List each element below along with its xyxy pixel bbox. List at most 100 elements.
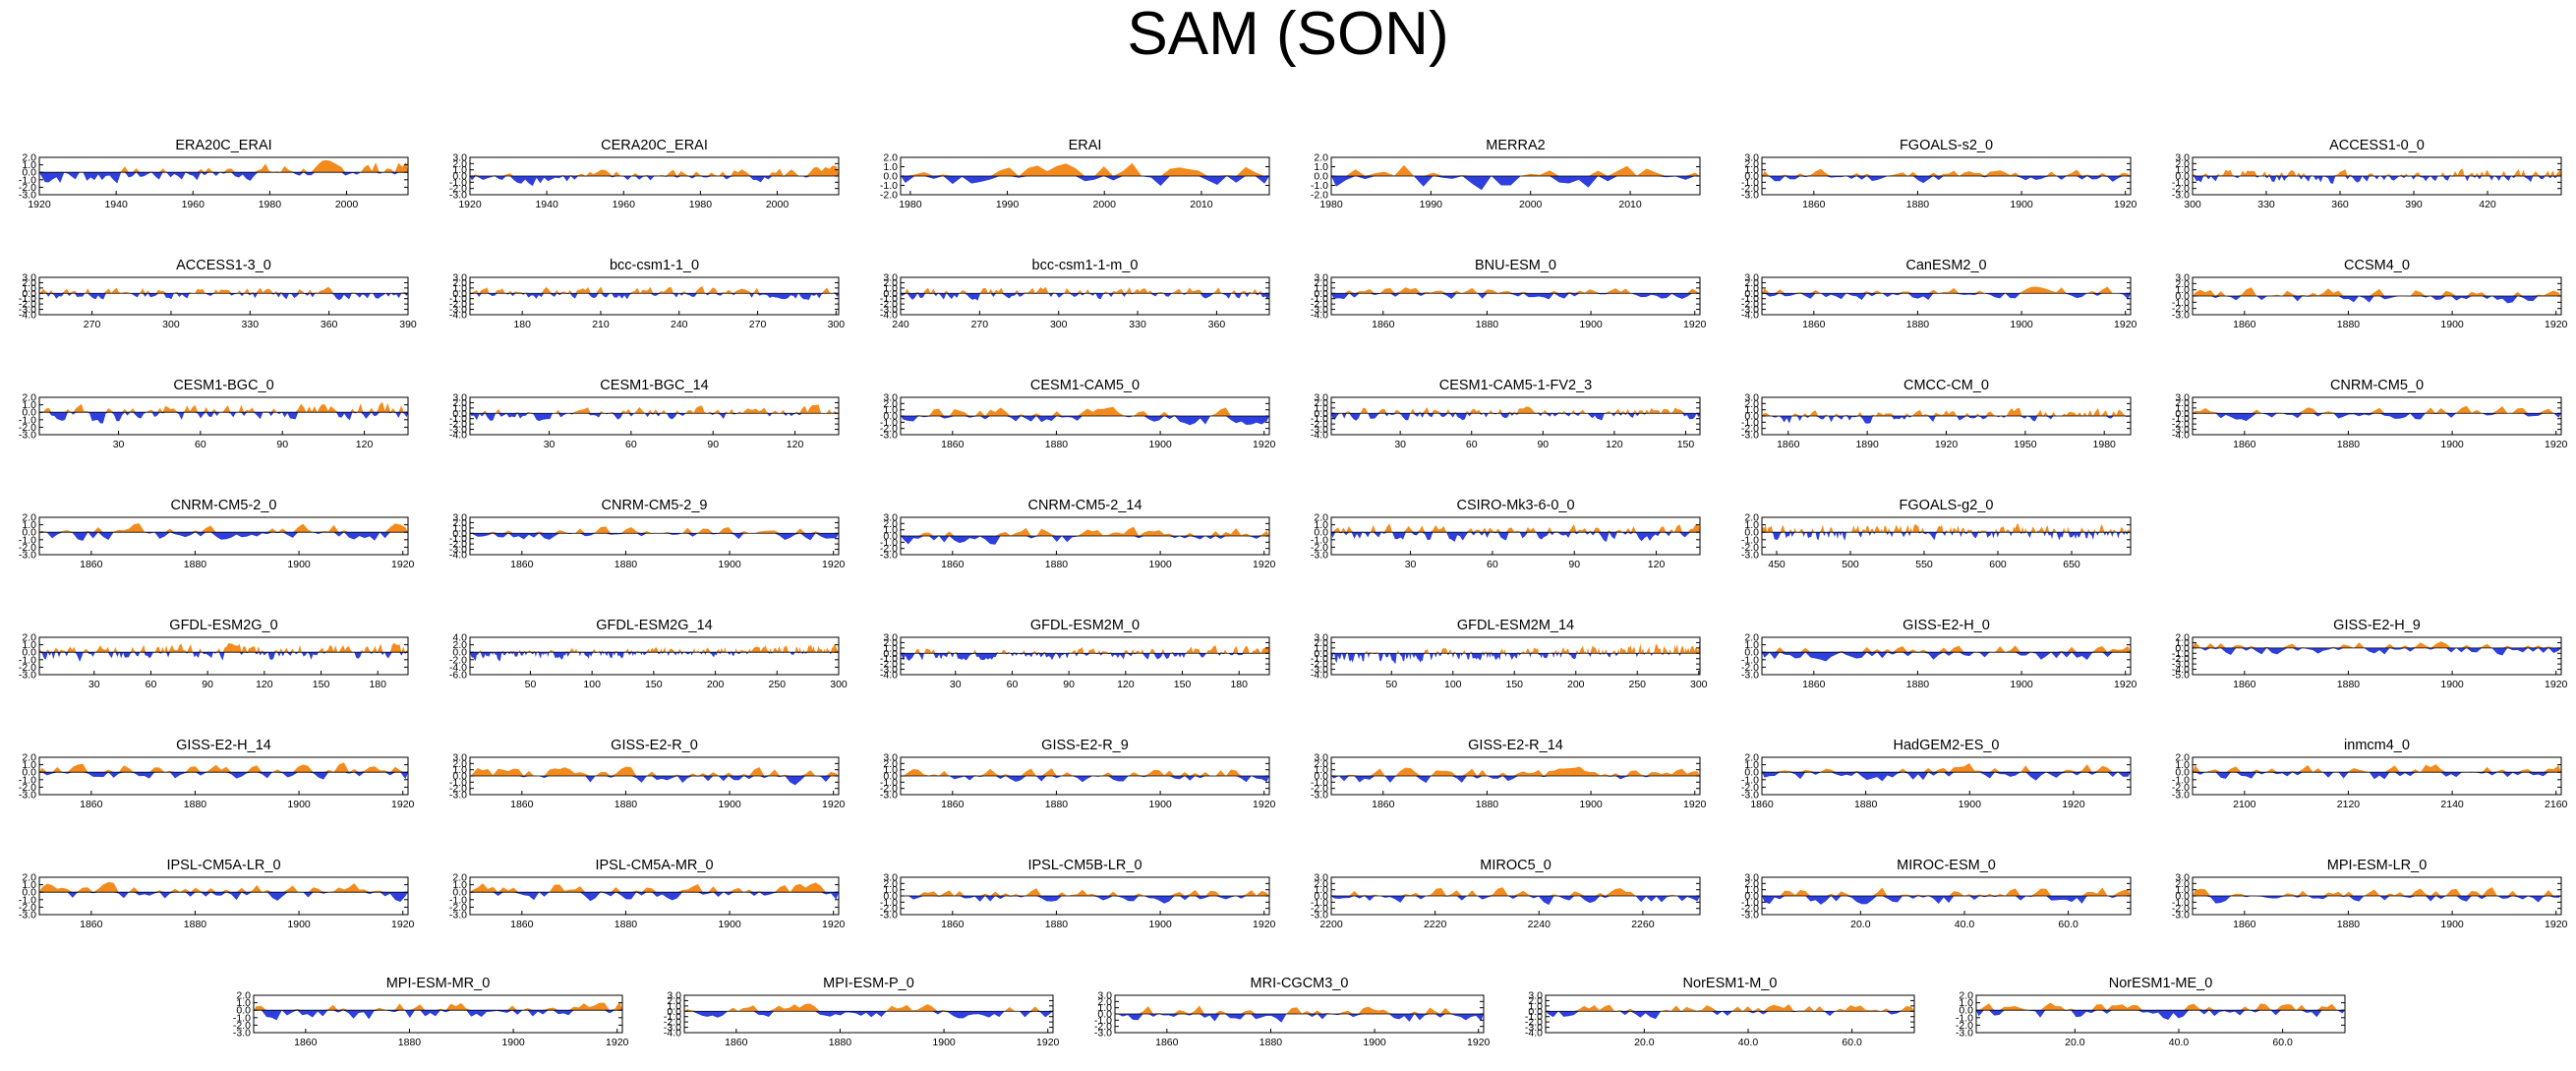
- y-tick-label: 0.0: [22, 288, 36, 300]
- y-tick-label: 2.0: [883, 152, 898, 164]
- y-tick-label: -1.0: [233, 1012, 251, 1024]
- x-tick-label: 30: [88, 679, 100, 690]
- y-tick-label: -1.0: [449, 413, 467, 425]
- x-tick-label: 1920: [822, 919, 846, 930]
- y-tick-label: 1.0: [22, 282, 36, 294]
- y-tick-label: 1.0: [2175, 637, 2190, 649]
- y-tick-label: -2.0: [19, 299, 36, 311]
- x-tick-label: 1880: [1259, 1037, 1283, 1048]
- y-tick-label: -3.0: [1311, 664, 1328, 676]
- y-tick-label: 2.0: [1314, 758, 1328, 770]
- negative-area: [39, 772, 408, 780]
- plot-frame: [1330, 396, 1701, 436]
- chart-panel: bcc-csm1-1-m_0 3.02.01.00.0-1.0-2.0-3.0-4…: [880, 258, 1270, 330]
- y-tick-label: -2.0: [1311, 419, 1328, 431]
- x-tick-label: 1880: [184, 799, 207, 810]
- panel-title: ERAI: [1069, 138, 1102, 153]
- y-tick-label: -2.0: [880, 543, 898, 555]
- panel-title: IPSL-CM5A-MR_0: [595, 858, 713, 873]
- plot-frame: [38, 756, 409, 796]
- y-tick-label: 3.0: [2175, 392, 2190, 404]
- positive-area: [684, 1003, 1053, 1012]
- y-tick-label: -1.0: [19, 774, 36, 786]
- y-tick-label: 1.0: [452, 402, 467, 414]
- chart-panel: ACCESS1-3_0 3.02.01.00.0-1.0-2.0-3.0-4.0 2…: [19, 258, 417, 330]
- plot-frame: [2192, 636, 2562, 676]
- panel-title: MERRA2: [1486, 138, 1545, 153]
- panel-title: CNRM-CM5-2_14: [1027, 498, 1142, 513]
- y-tick-label: 2.0: [2175, 632, 2190, 644]
- y-tick-label: -1.0: [1311, 653, 1328, 665]
- negative-area: [1331, 413, 1700, 421]
- y-tick-label: -3.0: [449, 304, 467, 316]
- positive-area: [901, 768, 1269, 776]
- positive-area: [1331, 164, 1700, 176]
- y-tick-label: 1.0: [1744, 282, 1759, 294]
- y-tick-label: -3.0: [1741, 670, 1759, 682]
- chart-panel: FGOALS-g2_0 2.01.00.0-1.0-2.0-3.0 450 500 55…: [1741, 498, 2132, 570]
- y-tick-label: 0.0: [452, 647, 467, 659]
- y-tick-label: 1.0: [1744, 519, 1759, 531]
- y-tick-label: 3.0: [452, 152, 467, 164]
- negative-area: [470, 176, 839, 187]
- y-tick-label: 2.0: [1314, 878, 1328, 890]
- plot-frame: [1330, 636, 1701, 676]
- y-tick-label: 0.0: [1314, 408, 1328, 420]
- y-tick-label: -2.0: [1311, 903, 1328, 915]
- y-tick-label: -5.0: [2172, 670, 2190, 682]
- y-tick-label: -2.0: [1311, 190, 1328, 202]
- y-tick-label: 0.0: [883, 171, 898, 183]
- positive-area: [470, 165, 839, 176]
- x-tick-label: 1860: [80, 559, 103, 570]
- y-tick-label: 2.0: [452, 397, 467, 409]
- x-tick-label: 1860: [2233, 319, 2256, 330]
- y-tick-label: -1.0: [1525, 1011, 1543, 1023]
- y-tick-label: 0.0: [667, 1006, 681, 1018]
- y-tick-label: -3.0: [1311, 424, 1328, 436]
- panel-title: MPI-ESM-LR_0: [2327, 858, 2428, 873]
- y-tick-label: -2.0: [2172, 653, 2190, 665]
- positive-area: [1762, 645, 2131, 653]
- y-tick-label: -2.0: [19, 182, 36, 194]
- chart-panel: CESM1-BGC_0 2.01.00.0-1.0-2.0-3.0 30 60 90 12…: [19, 378, 409, 450]
- y-tick-label: 3.0: [452, 272, 467, 284]
- x-tick-label: 2160: [2545, 799, 2568, 810]
- negative-area: [2193, 896, 2561, 904]
- y-tick-label: 0.0: [1314, 771, 1328, 783]
- y-tick-label: 2.0: [1097, 996, 1112, 1008]
- panel-title: GISS-E2-H_14: [176, 738, 271, 753]
- x-tick-label: 120: [787, 439, 804, 450]
- x-tick-label: 1900: [2010, 199, 2033, 210]
- y-tick-label: -2.0: [880, 299, 898, 311]
- x-tick-label: 1920: [1253, 919, 1276, 930]
- x-tick-label: 1900: [2010, 679, 2033, 690]
- y-tick-label: -4.0: [2172, 664, 2190, 676]
- y-tick-label: -4.0: [1311, 310, 1328, 322]
- y-tick-label: 1.0: [1314, 282, 1328, 294]
- x-tick-label: 360: [2331, 199, 2349, 210]
- y-tick-label: -1.0: [19, 414, 36, 426]
- x-tick-label: 1980: [2093, 439, 2117, 450]
- x-tick-label: 1860: [510, 799, 534, 810]
- y-tick-label: 1.0: [1314, 764, 1328, 776]
- x-tick-label: 1880: [615, 919, 638, 930]
- x-tick-label: 1860: [510, 559, 534, 570]
- y-tick-label: -3.0: [19, 910, 36, 922]
- y-tick-label: 2.0: [22, 752, 36, 764]
- x-tick-label: 1920: [2545, 439, 2568, 450]
- y-tick-label: -3.0: [449, 790, 467, 802]
- y-tick-label: 1.0: [883, 282, 898, 294]
- y-tick-label: 0.0: [2175, 767, 2190, 779]
- y-tick-label: 0.0: [1314, 288, 1328, 300]
- plot-frame: [469, 276, 840, 316]
- x-tick-label: 120: [356, 439, 374, 450]
- y-tick-label: 0.0: [22, 527, 36, 539]
- positive-area: [1762, 286, 2131, 294]
- x-tick-label: 1920: [2545, 919, 2568, 930]
- x-tick-label: 1940: [104, 199, 128, 210]
- chart-panel: GFDL-ESM2M_14 3.02.01.00.0-1.0-2.0-3.0-4.…: [1311, 618, 1708, 690]
- chart-panel: GFDL-ESM2M_0 3.02.01.00.0-1.0-2.0-3.0-4.0…: [880, 618, 1270, 690]
